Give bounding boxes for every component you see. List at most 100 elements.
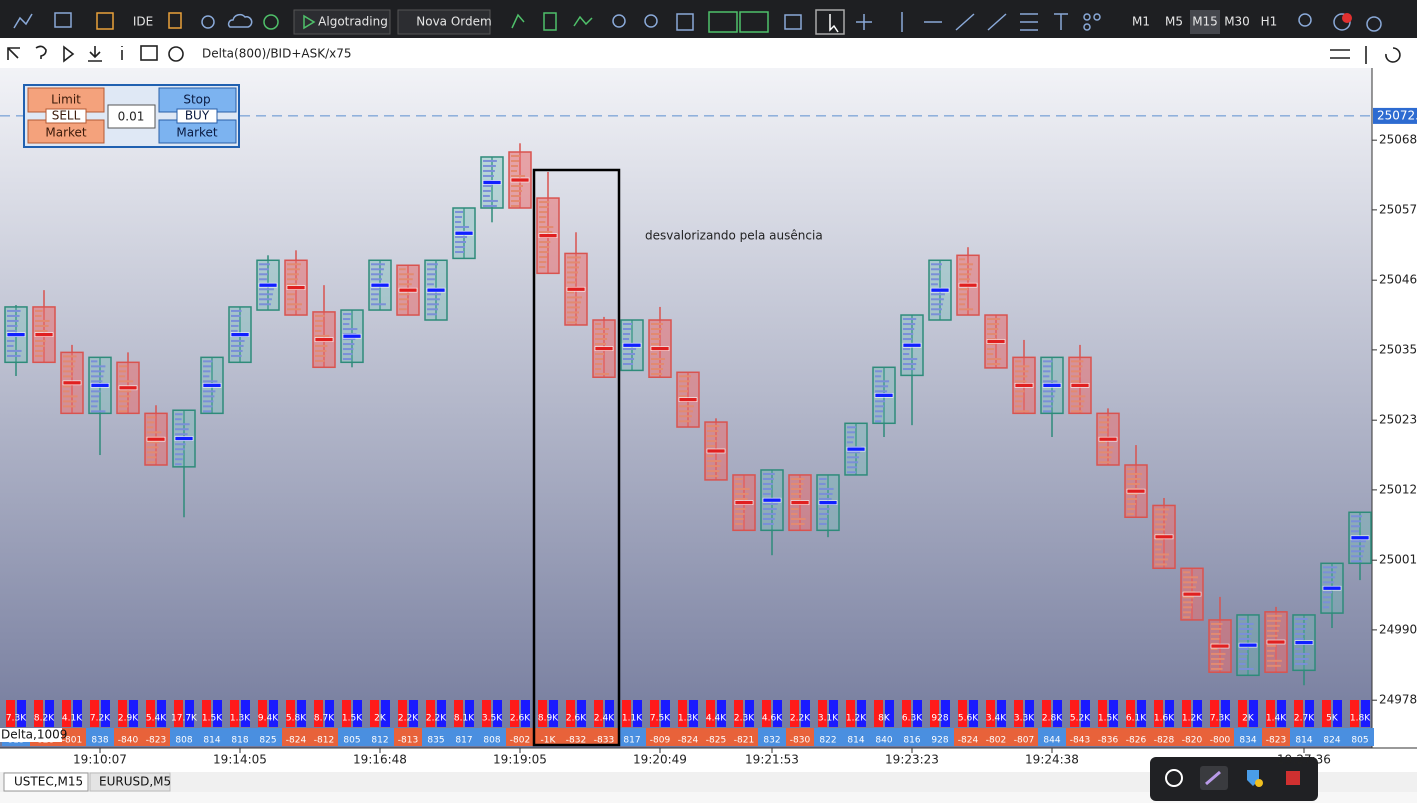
delta-cell bbox=[1234, 728, 1262, 746]
delta-cell bbox=[506, 728, 534, 746]
buy-volume-bar bbox=[661, 700, 670, 727]
buy-volume-bar bbox=[465, 700, 474, 727]
sell-volume-bar bbox=[846, 700, 855, 727]
buy-volume-bar bbox=[941, 700, 950, 727]
delta-label: 834 bbox=[1239, 736, 1256, 746]
poc-bar bbox=[342, 333, 362, 339]
buy-stop-button[interactable] bbox=[158, 87, 237, 113]
volume-input[interactable] bbox=[107, 104, 156, 129]
timeframe-button[interactable]: M1 bbox=[1132, 15, 1150, 29]
poc-bar bbox=[1322, 585, 1342, 591]
sell-badge bbox=[45, 108, 87, 124]
buy-badge bbox=[176, 108, 218, 124]
volume-label: 2.6K bbox=[510, 714, 531, 724]
volume-value: 0.01 bbox=[118, 110, 145, 124]
delta-cell bbox=[1178, 728, 1206, 746]
tab[interactable] bbox=[3, 772, 89, 792]
buy-volume-bar bbox=[381, 700, 390, 727]
delta-label: 832 bbox=[763, 736, 780, 746]
play-icon bbox=[303, 14, 316, 30]
delta-cell bbox=[1346, 728, 1374, 746]
delta-cell bbox=[310, 728, 338, 746]
delta-cell bbox=[86, 728, 114, 746]
new-order-button[interactable] bbox=[397, 9, 491, 35]
buy-stop-label: Stop bbox=[183, 93, 210, 107]
sell-volume-bar bbox=[790, 700, 799, 727]
delta-label: 817 bbox=[455, 736, 472, 746]
buy-volume-bar bbox=[493, 700, 502, 727]
sell-volume-bar bbox=[622, 700, 631, 727]
delta-label: -833 bbox=[594, 736, 614, 746]
poc-bar bbox=[1098, 436, 1118, 442]
sell-limit-label: Limit bbox=[51, 93, 81, 107]
poc-bar bbox=[594, 346, 614, 351]
sell-volume-bar bbox=[1154, 700, 1163, 727]
buy-volume-bar bbox=[353, 700, 362, 727]
poc-bar bbox=[1210, 643, 1230, 649]
sell-volume-bar bbox=[1322, 700, 1331, 727]
buy-volume-bar bbox=[1109, 700, 1118, 727]
delta-cell bbox=[1318, 728, 1346, 746]
delta-cell bbox=[870, 728, 898, 746]
delta-label: -801 bbox=[62, 736, 82, 746]
buy-volume-bar bbox=[605, 700, 614, 727]
delta-label: 818 bbox=[231, 736, 248, 746]
buy-volume-bar bbox=[1277, 700, 1286, 727]
sell-volume-bar bbox=[90, 700, 99, 727]
sell-volume-bar bbox=[930, 700, 939, 727]
delta-cell bbox=[786, 728, 814, 746]
time-label: 19:27:36 bbox=[1277, 753, 1331, 767]
buy-volume-bar bbox=[829, 700, 838, 727]
tab[interactable] bbox=[89, 772, 171, 792]
taskbar-icons bbox=[1165, 766, 1300, 790]
sell-volume-bar bbox=[258, 700, 267, 727]
timeframe-button[interactable]: M15 bbox=[1192, 15, 1218, 29]
volume-label: 4.1K bbox=[62, 714, 83, 724]
delta-label: -812 bbox=[314, 736, 334, 746]
active-timeframe-bg bbox=[1190, 10, 1220, 34]
delta-label: -802 bbox=[510, 736, 530, 746]
volume-label: 2.2K bbox=[426, 714, 447, 724]
sell-volume-bar bbox=[538, 700, 547, 727]
buy-volume-bar bbox=[633, 700, 642, 727]
sell-volume-bar bbox=[566, 700, 575, 727]
poc-bar bbox=[1294, 640, 1314, 645]
poc-bar bbox=[258, 282, 278, 288]
volume-label: 2.3K bbox=[734, 714, 755, 724]
algotrading-button[interactable] bbox=[293, 9, 391, 35]
buy-volume-bar bbox=[1081, 700, 1090, 727]
subwindow-label: Delta,1009 bbox=[1, 728, 67, 742]
poc-bar bbox=[174, 436, 194, 441]
timeframe-button[interactable]: M30 bbox=[1224, 15, 1250, 29]
timeframe-button[interactable]: M5 bbox=[1165, 15, 1183, 29]
price-label: 25046.2 bbox=[1379, 273, 1417, 287]
delta-label: 814 bbox=[1295, 736, 1312, 746]
volume-label: 1.5K bbox=[342, 714, 363, 724]
sell-volume-bar bbox=[426, 700, 435, 727]
time-label: 19:19:05 bbox=[493, 753, 547, 767]
delta-cell bbox=[562, 728, 590, 746]
sell-volume-bar bbox=[874, 700, 883, 727]
volume-label: 1.1K bbox=[622, 714, 643, 724]
sell-volume-bar bbox=[342, 700, 351, 727]
poc-bar bbox=[1014, 383, 1034, 388]
volume-label: 8.9K bbox=[538, 714, 559, 724]
delta-label: -826 bbox=[1126, 736, 1147, 746]
sell-volume-bar bbox=[6, 700, 15, 727]
status-bar bbox=[0, 792, 1417, 803]
buy-volume-bar bbox=[1305, 700, 1314, 727]
price-label: 24978.7 bbox=[1379, 693, 1417, 707]
time-label: 19:24:38 bbox=[1025, 753, 1079, 767]
timeframe-button[interactable]: H1 bbox=[1261, 15, 1278, 29]
delta-label: -840 bbox=[118, 736, 139, 746]
taskbar-popup bbox=[1150, 757, 1318, 801]
delta-cell bbox=[338, 728, 366, 746]
delta-cell bbox=[618, 728, 646, 746]
sell-limit-button[interactable] bbox=[27, 87, 105, 113]
delta-label: 814 bbox=[847, 736, 864, 746]
sell-volume-bar bbox=[202, 700, 211, 727]
delta-cell bbox=[450, 728, 478, 746]
volume-label: 1.3K bbox=[678, 714, 699, 724]
ide-button[interactable]: IDE bbox=[133, 15, 153, 29]
buy-volume-bar bbox=[1193, 700, 1202, 727]
